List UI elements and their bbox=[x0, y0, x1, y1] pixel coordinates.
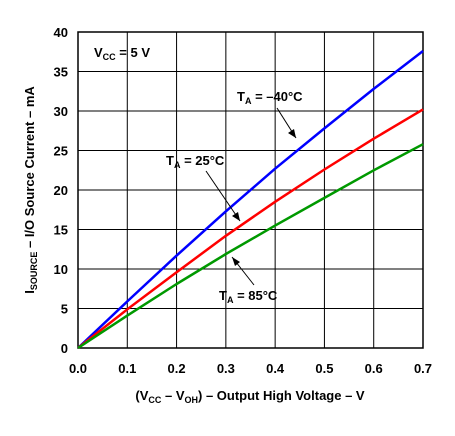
series-line-85c bbox=[77, 143, 424, 350]
x-tick-label: 0.4 bbox=[266, 361, 285, 376]
x-tick-label: 0.1 bbox=[118, 361, 136, 376]
condition-label: VCC = 5 V bbox=[94, 45, 150, 62]
annotation-arrowhead-25c bbox=[232, 212, 240, 221]
y-tick-label: 0 bbox=[61, 341, 68, 356]
series-label-85c: TA = 85°C bbox=[219, 288, 278, 305]
x-tick-label: 0.3 bbox=[217, 361, 235, 376]
y-tick-label: 40 bbox=[54, 25, 68, 40]
y-tick-label: 20 bbox=[54, 183, 68, 198]
y-tick-label: 25 bbox=[54, 144, 68, 159]
annotation-arrowhead-85c bbox=[232, 257, 240, 266]
y-tick-label: 30 bbox=[54, 104, 68, 119]
y-tick-label: 5 bbox=[61, 302, 68, 317]
y-tick-label: 35 bbox=[54, 65, 68, 80]
x-tick-label: 0.6 bbox=[365, 361, 383, 376]
x-axis-title: (VCC – VOH) – Output High Voltage – V bbox=[135, 388, 365, 405]
annotation-arrowhead-neg40c bbox=[288, 129, 296, 138]
x-tick-label: 0.5 bbox=[315, 361, 333, 376]
series-line-25c bbox=[77, 108, 424, 349]
annotation-arrow-25c bbox=[205, 170, 241, 222]
x-tick-label: 0.2 bbox=[168, 361, 186, 376]
x-tick-labels: 0.0 0.1 0.2 0.3 0.4 0.5 0.6 0.7 bbox=[69, 361, 432, 376]
y-tick-labels: 0 5 10 15 20 25 30 35 40 bbox=[54, 25, 68, 356]
x-tick-label: 0.7 bbox=[414, 361, 432, 376]
y-tick-label: 15 bbox=[54, 223, 68, 238]
series-label-neg40c: TA = –40°C bbox=[237, 89, 303, 106]
series-line-neg40c bbox=[77, 50, 424, 349]
series-label-25c: TA = 25°C bbox=[166, 153, 225, 170]
x-tick-label: 0.0 bbox=[69, 361, 87, 376]
y-tick-label: 10 bbox=[54, 262, 68, 277]
y-axis-title: ISOURCE – I/O Source Current – mA bbox=[22, 86, 39, 294]
series-layer bbox=[77, 50, 424, 350]
plot-frame bbox=[77, 31, 424, 349]
